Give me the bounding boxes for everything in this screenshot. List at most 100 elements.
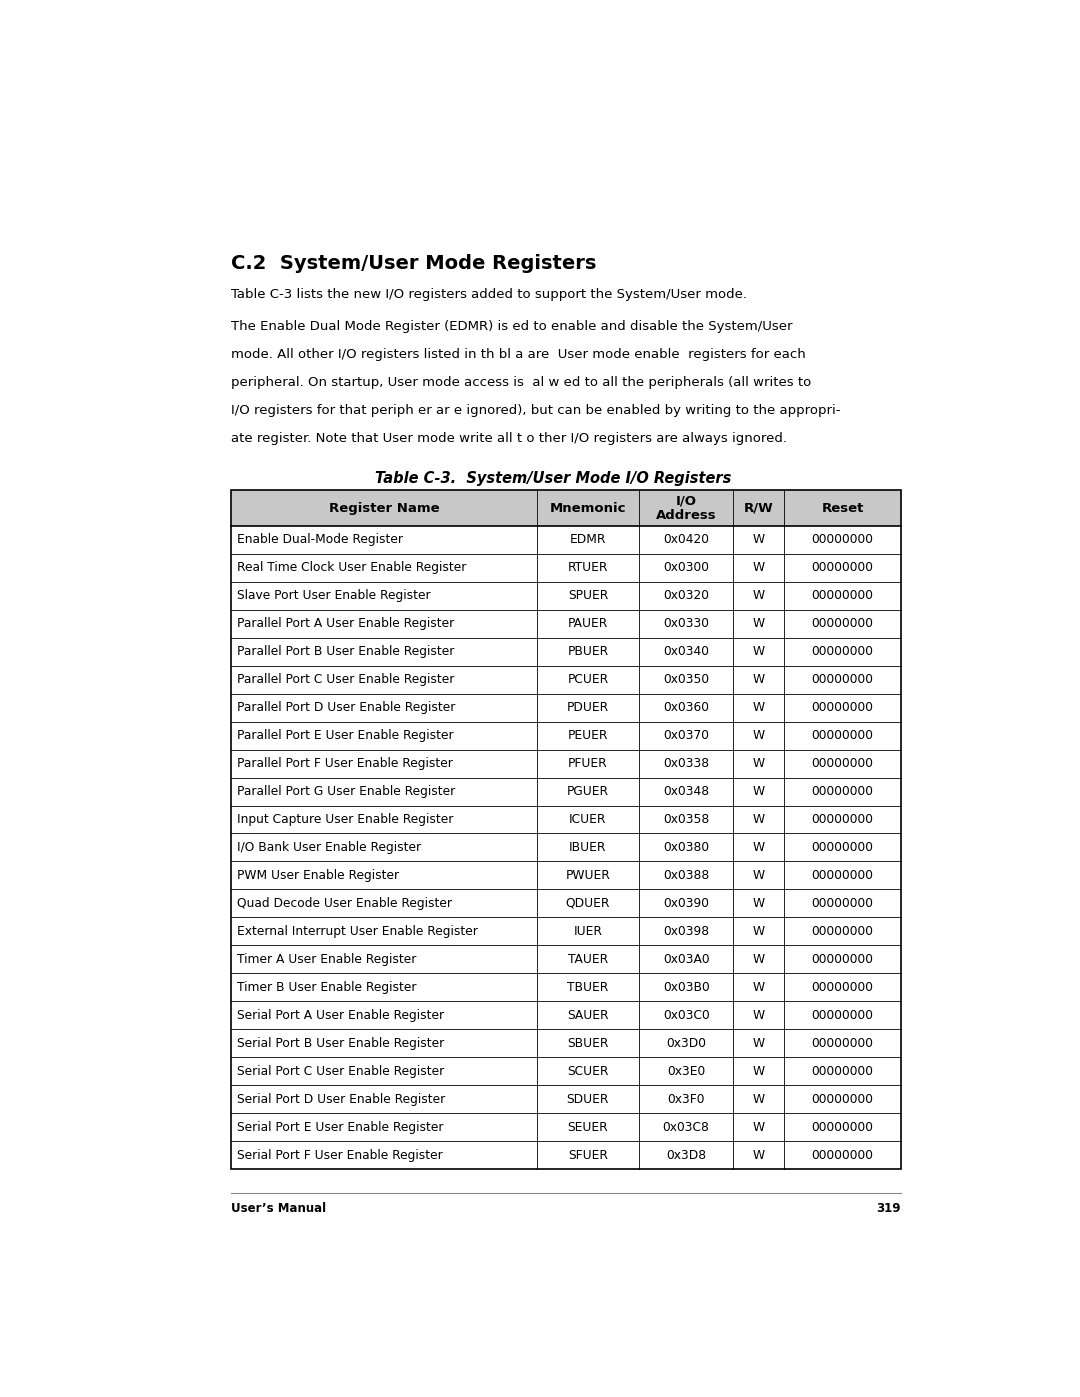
- Text: PFUER: PFUER: [568, 757, 608, 770]
- Text: Serial Port B User Enable Register: Serial Port B User Enable Register: [238, 1037, 444, 1049]
- Text: W: W: [753, 729, 765, 742]
- Text: Input Capture User Enable Register: Input Capture User Enable Register: [238, 813, 454, 826]
- Text: External Interrupt User Enable Register: External Interrupt User Enable Register: [238, 925, 478, 937]
- Text: Parallel Port E User Enable Register: Parallel Port E User Enable Register: [238, 729, 454, 742]
- Text: 0x0340: 0x0340: [663, 645, 710, 658]
- Text: 00000000: 00000000: [812, 645, 874, 658]
- Text: Serial Port E User Enable Register: Serial Port E User Enable Register: [238, 1120, 444, 1133]
- Text: 00000000: 00000000: [812, 785, 874, 798]
- Text: TBUER: TBUER: [567, 981, 608, 993]
- Text: QDUER: QDUER: [566, 897, 610, 909]
- Text: Serial Port A User Enable Register: Serial Port A User Enable Register: [238, 1009, 444, 1021]
- Text: 00000000: 00000000: [812, 1120, 874, 1133]
- Text: 00000000: 00000000: [812, 562, 874, 574]
- Text: 00000000: 00000000: [812, 701, 874, 714]
- Text: W: W: [753, 673, 765, 686]
- Text: C.2  System/User Mode Registers: C.2 System/User Mode Registers: [231, 254, 596, 272]
- Text: W: W: [753, 1009, 765, 1021]
- Text: SFUER: SFUER: [568, 1148, 608, 1162]
- Text: 00000000: 00000000: [812, 897, 874, 909]
- Text: 0x0398: 0x0398: [663, 925, 710, 937]
- Text: PCUER: PCUER: [567, 673, 608, 686]
- Text: The Enable Dual Mode Register (EDMR) is ed to enable and disable the System/User: The Enable Dual Mode Register (EDMR) is …: [231, 320, 793, 334]
- Text: 0x03C0: 0x03C0: [663, 1009, 710, 1021]
- Text: Table C-3 lists the new I/O registers added to support the System/User mode.: Table C-3 lists the new I/O registers ad…: [231, 288, 747, 302]
- Text: SEUER: SEUER: [568, 1120, 608, 1133]
- Text: W: W: [753, 897, 765, 909]
- Text: 0x0320: 0x0320: [663, 590, 710, 602]
- Text: 00000000: 00000000: [812, 869, 874, 882]
- Text: Parallel Port C User Enable Register: Parallel Port C User Enable Register: [238, 673, 455, 686]
- Text: Parallel Port G User Enable Register: Parallel Port G User Enable Register: [238, 785, 456, 798]
- Text: 0x03B0: 0x03B0: [663, 981, 710, 993]
- Text: SPUER: SPUER: [568, 590, 608, 602]
- Text: TAUER: TAUER: [568, 953, 608, 965]
- Text: Enable Dual-Mode Register: Enable Dual-Mode Register: [238, 534, 403, 546]
- Text: PWM User Enable Register: PWM User Enable Register: [238, 869, 400, 882]
- Text: Quad Decode User Enable Register: Quad Decode User Enable Register: [238, 897, 453, 909]
- Text: Parallel Port B User Enable Register: Parallel Port B User Enable Register: [238, 645, 455, 658]
- Text: 0x0300: 0x0300: [663, 562, 710, 574]
- Text: Serial Port C User Enable Register: Serial Port C User Enable Register: [238, 1065, 444, 1077]
- Text: PBUER: PBUER: [567, 645, 608, 658]
- Text: 00000000: 00000000: [812, 673, 874, 686]
- Text: PWUER: PWUER: [566, 869, 610, 882]
- Text: 0x3D0: 0x3D0: [666, 1037, 706, 1049]
- Text: PGUER: PGUER: [567, 785, 609, 798]
- Text: 0x3E0: 0x3E0: [667, 1065, 705, 1077]
- Text: 00000000: 00000000: [812, 1092, 874, 1105]
- Text: I/O Bank User Enable Register: I/O Bank User Enable Register: [238, 841, 421, 854]
- Text: W: W: [753, 590, 765, 602]
- Text: RTUER: RTUER: [568, 562, 608, 574]
- Text: Timer B User Enable Register: Timer B User Enable Register: [238, 981, 417, 993]
- Text: Parallel Port A User Enable Register: Parallel Port A User Enable Register: [238, 617, 455, 630]
- Text: W: W: [753, 953, 765, 965]
- Text: 0x0370: 0x0370: [663, 729, 710, 742]
- Text: PEUER: PEUER: [568, 729, 608, 742]
- Text: 00000000: 00000000: [812, 1037, 874, 1049]
- Text: 319: 319: [876, 1203, 901, 1215]
- Text: PAUER: PAUER: [568, 617, 608, 630]
- Text: 00000000: 00000000: [812, 925, 874, 937]
- Text: 0x0348: 0x0348: [663, 785, 710, 798]
- Text: 0x3F0: 0x3F0: [667, 1092, 705, 1105]
- Text: 00000000: 00000000: [812, 813, 874, 826]
- Text: W: W: [753, 701, 765, 714]
- Text: W: W: [753, 1148, 765, 1162]
- Text: 0x0390: 0x0390: [663, 897, 710, 909]
- Text: PDUER: PDUER: [567, 701, 609, 714]
- Text: W: W: [753, 813, 765, 826]
- Text: 0x0420: 0x0420: [663, 534, 710, 546]
- Text: 0x03A0: 0x03A0: [663, 953, 710, 965]
- Text: I/O registers for that periph er ar e ignored), but can be enabled by writing to: I/O registers for that periph er ar e ig…: [231, 404, 840, 418]
- Text: W: W: [753, 869, 765, 882]
- Text: W: W: [753, 785, 765, 798]
- Text: Real Time Clock User Enable Register: Real Time Clock User Enable Register: [238, 562, 467, 574]
- Text: W: W: [753, 981, 765, 993]
- Text: W: W: [753, 1037, 765, 1049]
- Text: SBUER: SBUER: [567, 1037, 608, 1049]
- Text: W: W: [753, 562, 765, 574]
- Text: EDMR: EDMR: [570, 534, 606, 546]
- Text: 00000000: 00000000: [812, 617, 874, 630]
- Text: ICUER: ICUER: [569, 813, 607, 826]
- Text: 00000000: 00000000: [812, 841, 874, 854]
- Text: Mnemonic: Mnemonic: [550, 502, 626, 514]
- Text: 00000000: 00000000: [812, 981, 874, 993]
- Text: 00000000: 00000000: [812, 757, 874, 770]
- Text: I/O
Address: I/O Address: [656, 495, 716, 522]
- Text: 0x0358: 0x0358: [663, 813, 710, 826]
- Text: 00000000: 00000000: [812, 729, 874, 742]
- Text: SDUER: SDUER: [567, 1092, 609, 1105]
- Text: 00000000: 00000000: [812, 1009, 874, 1021]
- Text: 00000000: 00000000: [812, 534, 874, 546]
- Text: 0x0350: 0x0350: [663, 673, 710, 686]
- Text: IUER: IUER: [573, 925, 603, 937]
- Bar: [231, 490, 901, 525]
- Text: Parallel Port D User Enable Register: Parallel Port D User Enable Register: [238, 701, 456, 714]
- Text: Reset: Reset: [822, 502, 864, 514]
- Text: 00000000: 00000000: [812, 590, 874, 602]
- Text: W: W: [753, 841, 765, 854]
- Text: W: W: [753, 1065, 765, 1077]
- Text: Slave Port User Enable Register: Slave Port User Enable Register: [238, 590, 431, 602]
